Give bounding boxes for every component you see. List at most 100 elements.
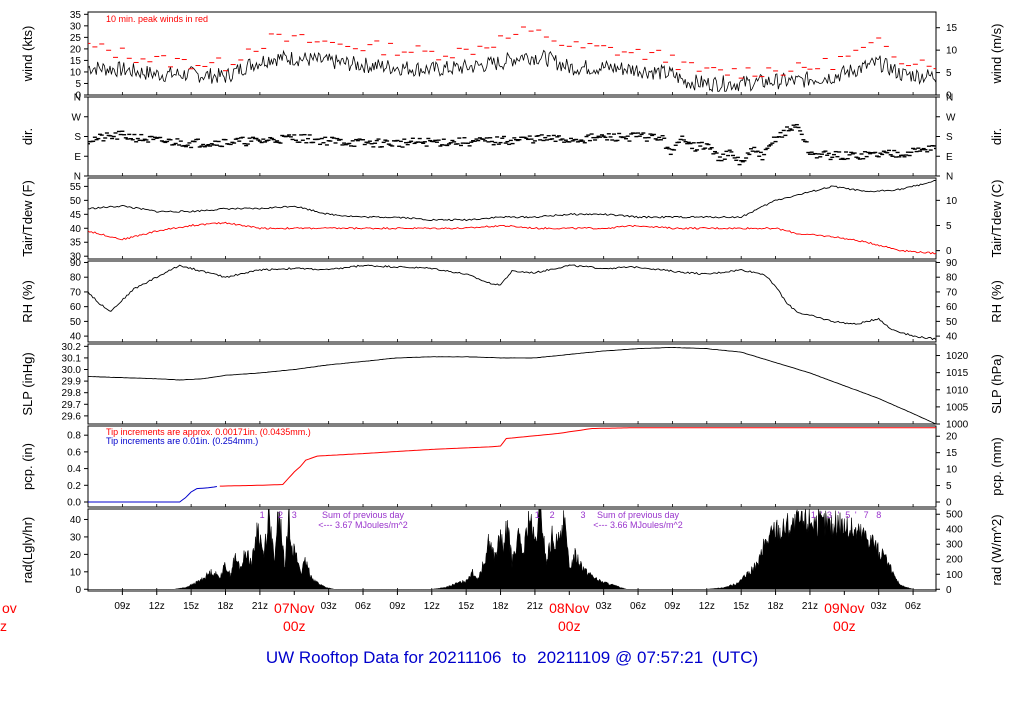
ytick-label-left-rh: 60 [70, 302, 82, 313]
ylabel-right-dir: dir. [989, 128, 1004, 145]
ytick-label-right-temp: 10 [946, 196, 958, 207]
xtick-label: 18z [217, 601, 233, 612]
ytick-label-right-dir: W [946, 112, 956, 123]
series-line-wind [88, 49, 936, 93]
xtick-label: 18z [492, 601, 508, 612]
ytick-label-right-rad: 400 [946, 525, 963, 536]
xtick-label: 06z [905, 601, 921, 612]
ylabel-right-pcp: pcp. (mm) [989, 437, 1004, 496]
panel-temp: Tair/Tdew (F) Tair/Tdew (C) 30 35 40 45 50 55 0 5… [20, 177, 1004, 263]
plot-area-wind [88, 26, 936, 93]
ytick-label-left-rh: 90 [70, 258, 82, 269]
panel-rad: rad(Lgly/hr) rad (W/m^2)01020304001002003… [20, 508, 1004, 596]
xtick-label: 21z [252, 601, 268, 612]
xtick-label: 09z [114, 601, 130, 612]
ytick-label-right-slp: 1015 [946, 368, 969, 379]
footer-tz: (UTC) [711, 648, 759, 667]
ylabel-right-wind: wind (m/s) [989, 24, 1004, 85]
plot-area-temp [88, 179, 936, 255]
ylabel-left-dir: dir. [20, 128, 35, 145]
day-label-date: 09Nov [824, 600, 864, 616]
ytick-label-right-dir: E [946, 152, 953, 163]
ytick-label-right-slp: 1020 [946, 351, 969, 362]
ytick-label-left-wind: 0 [75, 91, 81, 102]
ytick-label-right-rad: 0 [946, 585, 952, 596]
rad-annotation: Sum of previous day [322, 510, 405, 520]
ytick-label-left-temp: 45 [70, 210, 82, 221]
series-line-pcp-tip_fine [219, 427, 936, 487]
rad-annotation: <--- 3.67 MJoules/m^2 [318, 520, 408, 530]
ytick-label-left-slp: 29.6 [62, 411, 82, 422]
plot-area-slp [88, 346, 936, 424]
rad-marker: 3 [581, 510, 586, 520]
plot-area-rad [88, 509, 936, 590]
panel-frame-temp [87, 177, 937, 260]
ytick-label-left-rad: 0 [75, 585, 81, 596]
ytick-label-left-slp: 29.9 [62, 377, 82, 388]
ytick-label-left-temp: 55 [70, 182, 82, 193]
panel-frame-rh [87, 260, 937, 343]
ytick-label-right-rad: 300 [946, 540, 963, 551]
ytick-label-right-rh: 60 [946, 302, 958, 313]
ytick-label-left-dir: S [74, 132, 81, 143]
ytick-label-right-dir: S [946, 132, 953, 143]
footer-at: @ [614, 648, 633, 667]
plot-area-pcp [88, 427, 936, 503]
xtick-label: 18z [768, 601, 784, 612]
ytick-label-right-pcp: 20 [946, 432, 958, 443]
xtick-label: 12z [699, 601, 715, 612]
ytick-label-left-pcp: 0.0 [67, 497, 81, 508]
footer-to: to [512, 648, 527, 667]
ylabel-right-rh: RH (%) [989, 280, 1004, 323]
ytick-label-left-rad: 40 [70, 515, 82, 526]
ytick-label-left-slp: 30.0 [62, 365, 82, 376]
ytick-label-right-slp: 1005 [946, 402, 969, 413]
ytick-label-left-rh: 40 [70, 332, 82, 343]
series-line-temp-Tair [88, 179, 936, 222]
footer-start: 20211106 [428, 648, 502, 667]
panel-slp: SLP (inHg) SLP (hPa)29.629.729.829.930.03… [20, 342, 1004, 431]
footer-end: 20211109 [537, 648, 611, 667]
plot-area-rh [88, 264, 936, 341]
xtick-label: 21z [527, 601, 543, 612]
ytick-label-left-temp: 35 [70, 238, 82, 249]
ytick-label-left-temp: 30 [70, 252, 82, 263]
xtick-label: 12z [149, 601, 165, 612]
ytick-label-right-wind: 15 [946, 23, 958, 34]
ylabel-left-temp: Tair/Tdew (F) [20, 180, 35, 257]
rad-marker: 1 [535, 510, 540, 520]
wind-annotation: 10 min. peak winds in red [106, 14, 208, 24]
x-axis: 09z 12z 15z 18z 21z 03z 06z 09z 12z 15z 18z 21z 03z 0… [0, 591, 921, 634]
footer-title: UW Rooftop Data for 20211106 to 20211109… [0, 648, 1024, 668]
ytick-label-right-rad: 100 [946, 570, 963, 581]
xtick-label: 21z [802, 601, 818, 612]
xtick-label: 15z [733, 601, 749, 612]
ytick-label-left-dir: W [72, 112, 82, 123]
ytick-label-left-wind: 10 [70, 67, 82, 78]
rad-marker: 7 [864, 510, 869, 520]
ytick-label-left-rh: 70 [70, 287, 82, 298]
ytick-label-left-wind: 5 [75, 79, 81, 90]
xtick-label: 09z [389, 601, 405, 612]
ytick-label-right-pcp: 15 [946, 448, 958, 459]
ytick-label-left-wind: 15 [70, 56, 82, 67]
xtick-label: 12z [424, 601, 440, 612]
ytick-label-left-dir: E [74, 152, 81, 163]
ytick-label-right-slp: 1000 [946, 420, 969, 431]
ytick-label-left-pcp: 0.2 [67, 481, 81, 492]
ytick-label-left-wind: 20 [70, 44, 82, 55]
ytick-label-left-rad: 20 [70, 550, 82, 561]
ytick-label-left-pcp: 0.6 [67, 447, 81, 458]
rad-marker: 2 [278, 510, 283, 520]
ytick-label-right-wind: 0 [946, 91, 952, 102]
xtick-label: 03z [871, 601, 887, 612]
panel-frame-dir [87, 96, 937, 177]
panel-frame-rad [87, 508, 937, 592]
series-area-rad [88, 509, 936, 590]
xtick-label: 15z [183, 601, 199, 612]
ylabel-left-rh: RH (%) [20, 280, 35, 323]
rad-annotation: Sum of previous day [597, 510, 680, 520]
ytick-label-right-rh: 50 [946, 317, 958, 328]
